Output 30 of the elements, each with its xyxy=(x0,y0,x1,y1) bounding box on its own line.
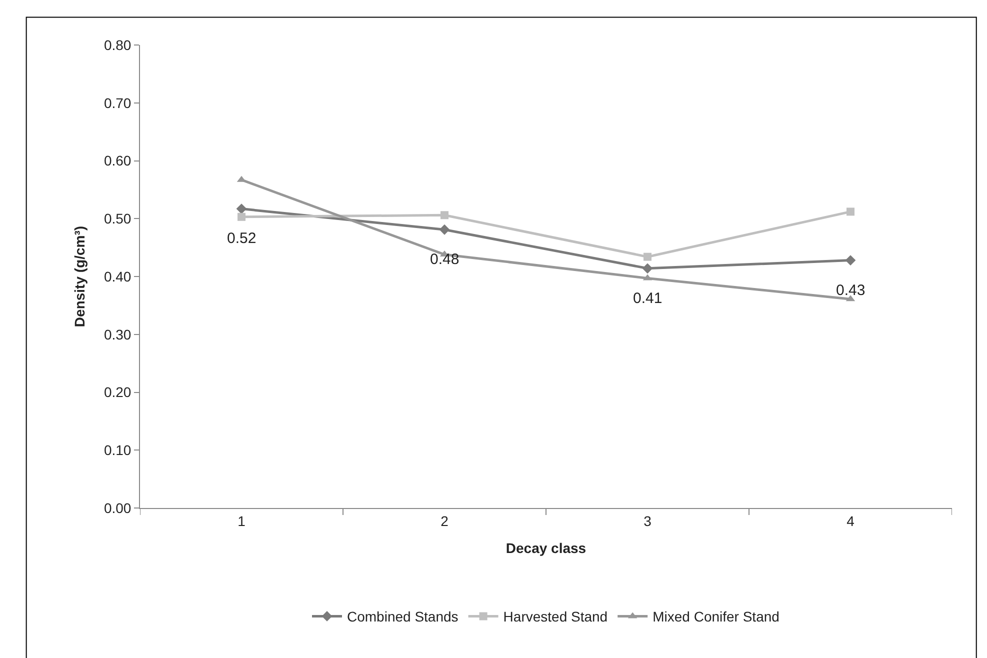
data-label: 0.48 xyxy=(430,251,460,268)
point xyxy=(439,224,450,235)
legend-label: Harvested Stand xyxy=(503,608,608,625)
point xyxy=(644,252,652,261)
data-label: 0.52 xyxy=(227,230,256,247)
y-tick-label: 0.70 xyxy=(104,94,132,111)
data-label: 0.41 xyxy=(633,290,662,307)
y-tick-label: 0.20 xyxy=(104,384,132,400)
y-tick-label: 0.00 xyxy=(104,500,132,516)
y-axis-title: Density (g/cm³) xyxy=(72,226,88,328)
point xyxy=(238,212,246,221)
x-axis-title: Decay class xyxy=(506,540,586,556)
point xyxy=(642,263,653,274)
x-tick-label: 1 xyxy=(238,512,246,529)
data-label: 0.43 xyxy=(836,282,866,299)
x-tick-label: 4 xyxy=(846,512,855,529)
y-tick-label: 0.80 xyxy=(104,36,132,53)
point xyxy=(440,211,448,220)
point xyxy=(236,204,247,214)
y-tick-label: 0.40 xyxy=(104,268,132,284)
y-tick-label: 0.60 xyxy=(104,152,132,169)
point xyxy=(846,208,854,216)
x-tick-label: 2 xyxy=(440,512,449,529)
y-tick-label: 0.10 xyxy=(104,442,132,458)
x-tick-label: 3 xyxy=(644,512,652,529)
legend-label: Combined Stands xyxy=(347,608,458,625)
y-tick-label: 0.30 xyxy=(104,326,132,342)
y-tick-label: 0.50 xyxy=(104,210,132,227)
point xyxy=(845,255,856,266)
legend-label: Mixed Conifer Stand xyxy=(652,608,780,625)
